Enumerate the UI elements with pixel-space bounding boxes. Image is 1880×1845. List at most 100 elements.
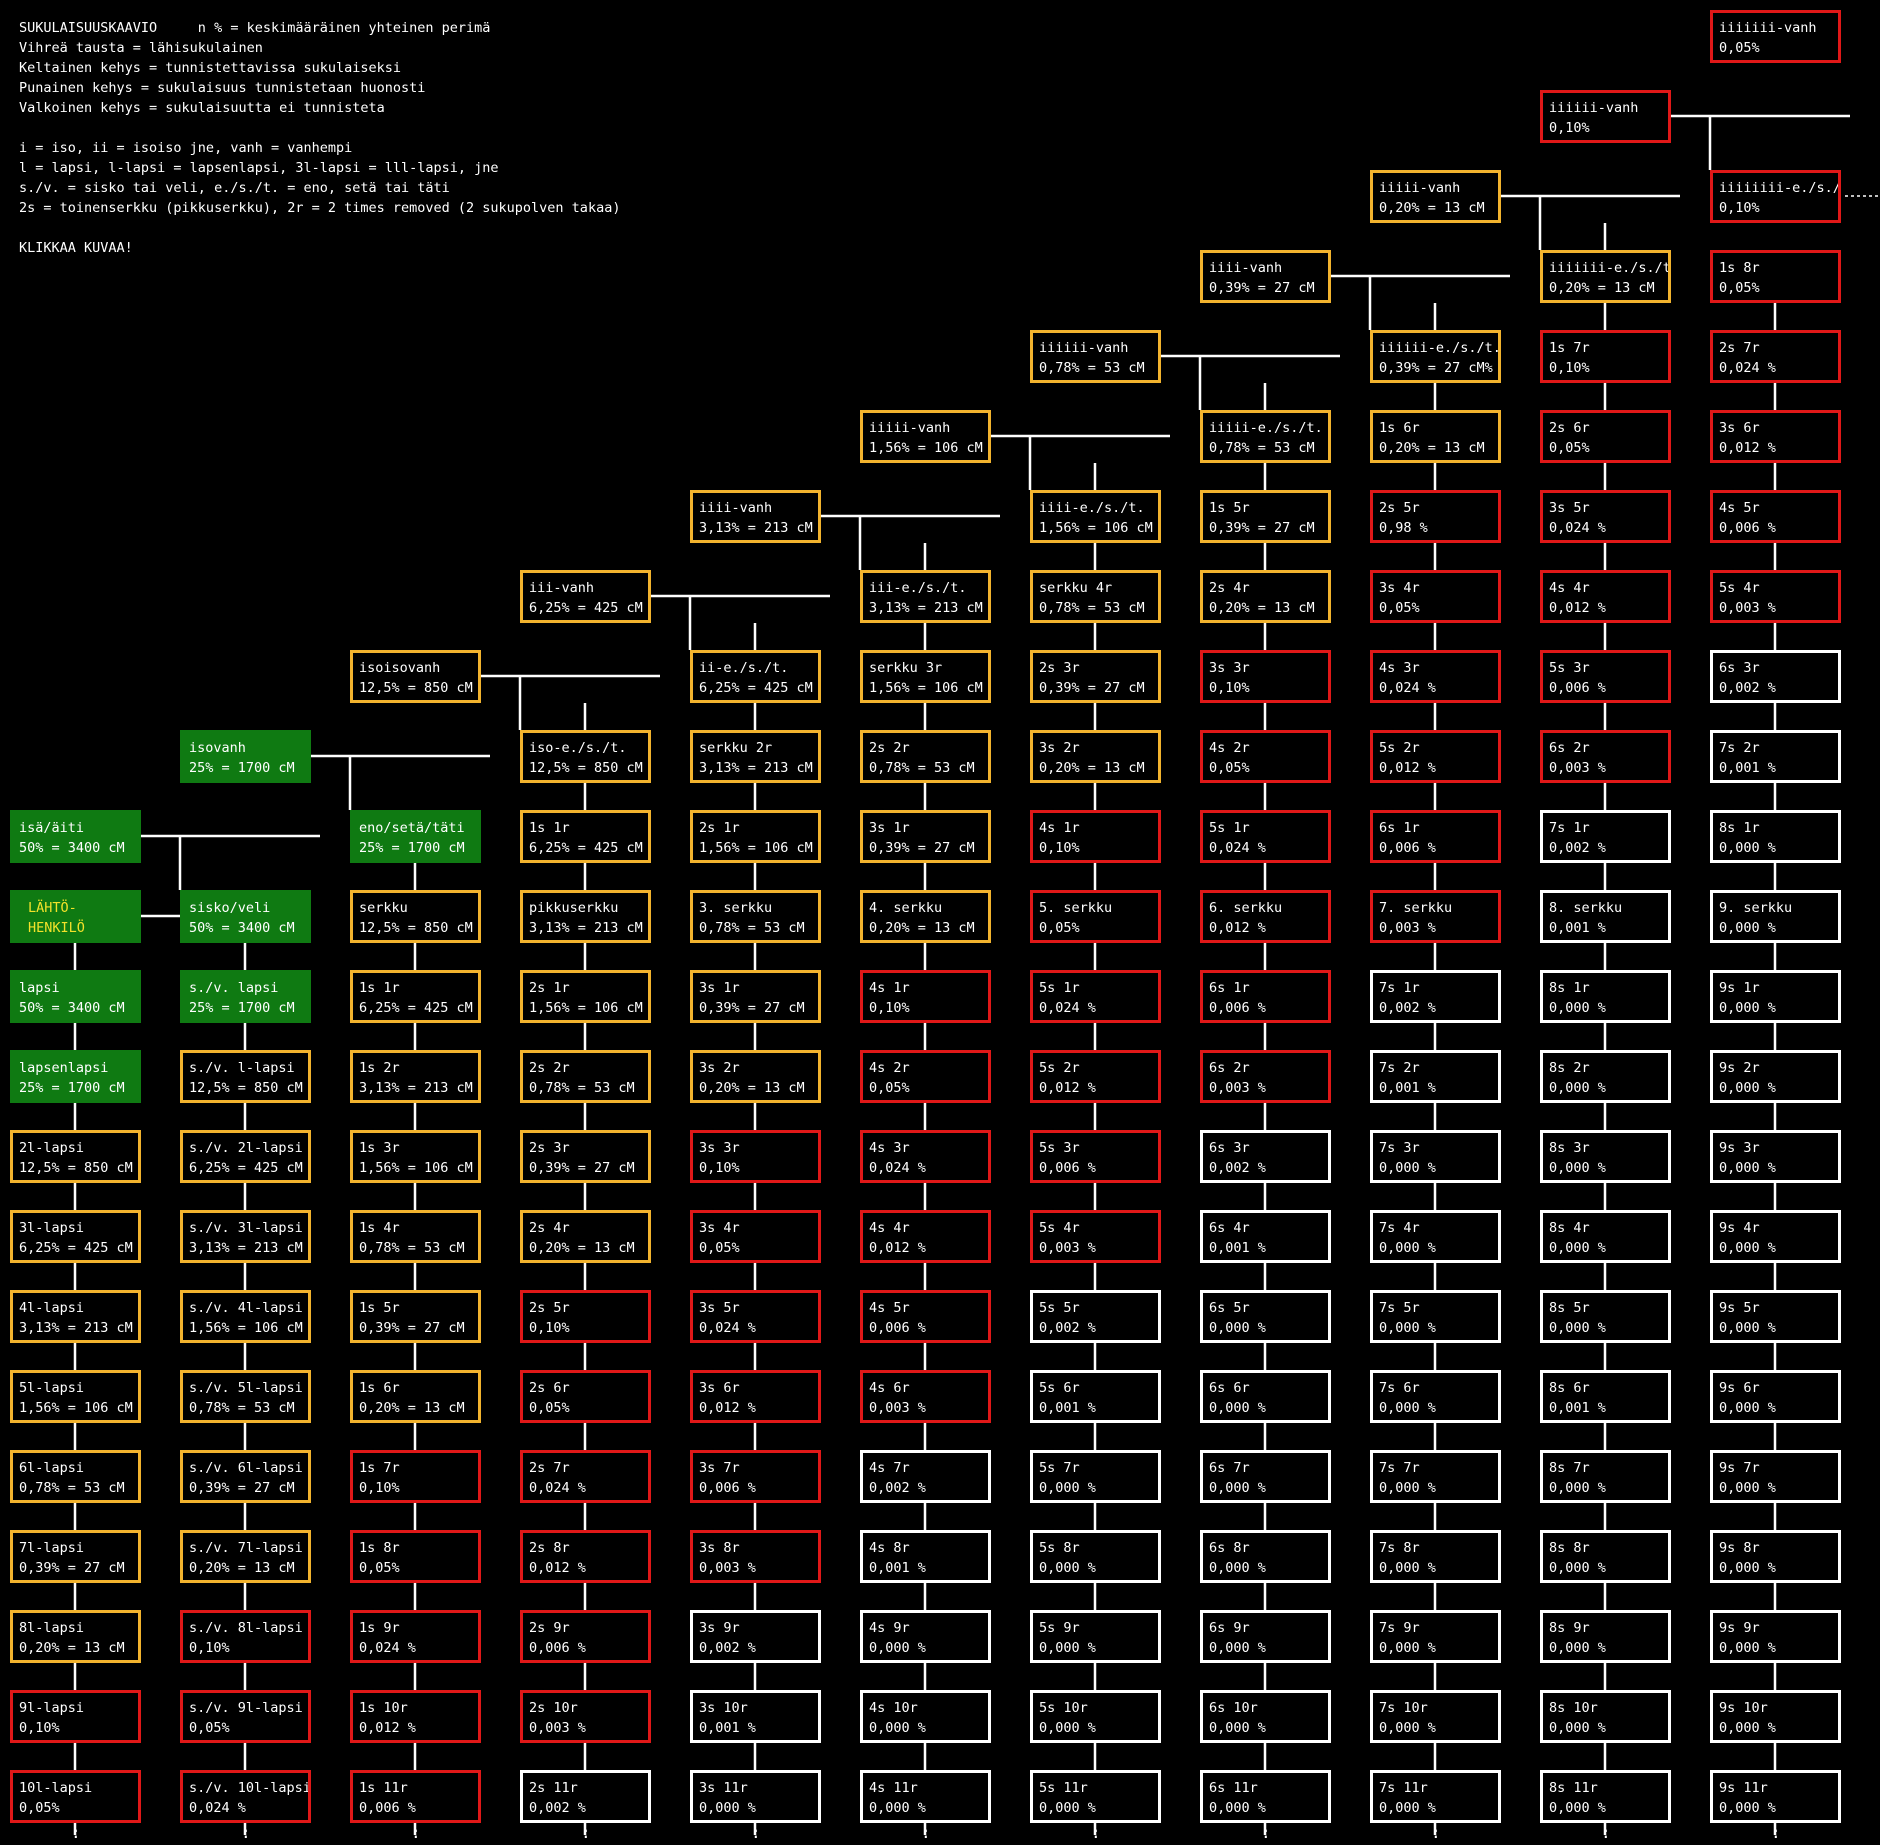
relative-box[interactable]: s./v. 2l-lapsi 6,25% = 425 cM	[180, 1130, 311, 1183]
relative-box[interactable]: 3l-lapsi 6,25% = 425 cM	[10, 1210, 141, 1263]
relative-box[interactable]: 2s 4r 0,20% = 13 cM	[1200, 570, 1331, 623]
relative-box[interactable]: 6s 1r 0,006 %	[1200, 970, 1331, 1023]
relative-box[interactable]: s./v. 3l-lapsi 3,13% = 213 cM	[180, 1210, 311, 1263]
relative-box[interactable]: 4s 3r 0,024 %	[860, 1130, 991, 1183]
relative-box[interactable]: 8s 1r 0,000 %	[1540, 970, 1671, 1023]
relative-box[interactable]: 8. serkku 0,001 %	[1540, 890, 1671, 943]
relative-box[interactable]: 7s 8r 0,000 %	[1370, 1530, 1501, 1583]
relative-box[interactable]: 3s 9r 0,002 %	[690, 1610, 821, 1663]
relative-box[interactable]: 2s 9r 0,006 %	[520, 1610, 651, 1663]
relative-box[interactable]: s./v. 5l-lapsi 0,78% = 53 cM	[180, 1370, 311, 1423]
relative-box[interactable]: 1s 4r 0,78% = 53 cM	[350, 1210, 481, 1263]
relative-box[interactable]: iiii-vanh 0,39% = 27 cM	[1200, 250, 1331, 303]
relative-box[interactable]: 2s 5r 0,98 %	[1370, 490, 1501, 543]
relative-box[interactable]: 1s 8r 0,05%	[1710, 250, 1841, 303]
relative-box[interactable]: 8s 7r 0,000 %	[1540, 1450, 1671, 1503]
relative-box[interactable]: iii-e./s./t. 3,13% = 213 cM	[860, 570, 991, 623]
relative-box[interactable]: 4s 5r 0,006 %	[1710, 490, 1841, 543]
relative-box[interactable]: 3s 8r 0,003 %	[690, 1530, 821, 1583]
relative-box[interactable]: 6s 8r 0,000 %	[1200, 1530, 1331, 1583]
relative-box[interactable]: pikkuserkku 3,13% = 213 cM	[520, 890, 651, 943]
relative-box[interactable]: 3s 5r 0,024 %	[1540, 490, 1671, 543]
relative-box[interactable]: s./v. 8l-lapsi 0,10%	[180, 1610, 311, 1663]
relative-box[interactable]: 7. serkku 0,003 %	[1370, 890, 1501, 943]
relative-box[interactable]: 1s 10r 0,012 %	[350, 1690, 481, 1743]
relative-box[interactable]: 5s 1r 0,024 %	[1200, 810, 1331, 863]
relative-box[interactable]: 4s 1r 0,10%	[860, 970, 991, 1023]
relative-box[interactable]: 9s 8r 0,000 %	[1710, 1530, 1841, 1583]
relative-box[interactable]: 3s 3r 0,10%	[1200, 650, 1331, 703]
relative-box[interactable]: 6s 10r 0,000 %	[1200, 1690, 1331, 1743]
relative-box[interactable]: 2l-lapsi 12,5% = 850 cM	[10, 1130, 141, 1183]
relative-box[interactable]: 9. serkku 0,000 %	[1710, 890, 1841, 943]
relative-box[interactable]: 5s 3r 0,006 %	[1030, 1130, 1161, 1183]
relative-box[interactable]: 5s 11r 0,000 %	[1030, 1770, 1161, 1823]
relative-box[interactable]: 9l-lapsi 0,10%	[10, 1690, 141, 1743]
relative-box[interactable]: 9s 10r 0,000 %	[1710, 1690, 1841, 1743]
relative-box[interactable]: 1s 7r 0,10%	[350, 1450, 481, 1503]
relative-box[interactable]: isovanh 25% = 1700 cM	[180, 730, 311, 783]
relative-box[interactable]: 5s 5r 0,002 %	[1030, 1290, 1161, 1343]
relative-box[interactable]: 2s 7r 0,024 %	[520, 1450, 651, 1503]
relative-box[interactable]: 4s 1r 0,10%	[1030, 810, 1161, 863]
relative-box[interactable]: 9s 9r 0,000 %	[1710, 1610, 1841, 1663]
relative-box[interactable]: 7s 7r 0,000 %	[1370, 1450, 1501, 1503]
relative-box[interactable]: 6s 2r 0,003 %	[1200, 1050, 1331, 1103]
relative-box[interactable]: serkku 3r 1,56% = 106 cM	[860, 650, 991, 703]
relative-box[interactable]: iiiiii-vanh 0,78% = 53 cM	[1030, 330, 1161, 383]
relative-box[interactable]: lapsenlapsi 25% = 1700 cM	[10, 1050, 141, 1103]
relative-box[interactable]: 3s 2r 0,20% = 13 cM	[690, 1050, 821, 1103]
relative-box[interactable]: 3s 10r 0,001 %	[690, 1690, 821, 1743]
relative-box[interactable]: 1s 1r 6,25% = 425 cM	[520, 810, 651, 863]
relative-box[interactable]: 5s 10r 0,000 %	[1030, 1690, 1161, 1743]
relative-box[interactable]: ii-e./s./t. 6,25% = 425 cM	[690, 650, 821, 703]
relative-box[interactable]: iiiii-vanh 0,20% = 13 cM	[1370, 170, 1501, 223]
relative-box[interactable]: 9s 3r 0,000 %	[1710, 1130, 1841, 1183]
relative-box[interactable]: 2s 2r 0,78% = 53 cM	[860, 730, 991, 783]
relative-box[interactable]: 1s 2r 3,13% = 213 cM	[350, 1050, 481, 1103]
relative-box[interactable]: 7s 11r 0,000 %	[1370, 1770, 1501, 1823]
relative-box[interactable]: 8l-lapsi 0,20% = 13 cM	[10, 1610, 141, 1663]
relative-box[interactable]: 6s 6r 0,000 %	[1200, 1370, 1331, 1423]
relative-box[interactable]: 1s 5r 0,39% = 27 cM	[350, 1290, 481, 1343]
relative-box[interactable]: 5. serkku 0,05%	[1030, 890, 1161, 943]
relative-box[interactable]: 2s 5r 0,10%	[520, 1290, 651, 1343]
relative-box[interactable]: 3s 2r 0,20% = 13 cM	[1030, 730, 1161, 783]
relative-box[interactable]: 7s 6r 0,000 %	[1370, 1370, 1501, 1423]
relative-box[interactable]: 5s 4r 0,003 %	[1710, 570, 1841, 623]
relative-box[interactable]: 2s 6r 0,05%	[520, 1370, 651, 1423]
relative-box[interactable]: 10l-lapsi 0,05%	[10, 1770, 141, 1823]
relative-box[interactable]: 6s 4r 0,001 %	[1200, 1210, 1331, 1263]
relative-box[interactable]: lapsi 50% = 3400 cM	[10, 970, 141, 1023]
relative-box[interactable]: iiiii-vanh 1,56% = 106 cM	[860, 410, 991, 463]
relative-box[interactable]: 1s 7r 0,10%	[1540, 330, 1671, 383]
relative-box[interactable]: 1s 8r 0,05%	[350, 1530, 481, 1583]
relative-box[interactable]: 3s 4r 0,05%	[690, 1210, 821, 1263]
relative-box[interactable]: 1s 3r 1,56% = 106 cM	[350, 1130, 481, 1183]
relative-box[interactable]: 2s 3r 0,39% = 27 cM	[1030, 650, 1161, 703]
relative-box[interactable]: iso-e./s./t. 12,5% = 850 cM	[520, 730, 651, 783]
relative-box[interactable]: 8s 6r 0,001 %	[1540, 1370, 1671, 1423]
relative-box[interactable]: 3s 1r 0,39% = 27 cM	[690, 970, 821, 1023]
relative-box[interactable]: 9s 7r 0,000 %	[1710, 1450, 1841, 1503]
relative-box[interactable]: 4s 5r 0,006 %	[860, 1290, 991, 1343]
relative-box[interactable]: serkku 2r 3,13% = 213 cM	[690, 730, 821, 783]
relative-box[interactable]: 7s 4r 0,000 %	[1370, 1210, 1501, 1263]
relative-box[interactable]: 4s 4r 0,012 %	[1540, 570, 1671, 623]
relative-box[interactable]: 1s 9r 0,024 %	[350, 1610, 481, 1663]
relative-box[interactable]: 3s 11r 0,000 %	[690, 1770, 821, 1823]
relative-box[interactable]: serkku 4r 0,78% = 53 cM	[1030, 570, 1161, 623]
relative-box[interactable]: s./v. 10l-lapsi 0,024 %	[180, 1770, 311, 1823]
relative-box[interactable]: iiiiiii-e./s./t. 0,20% = 13 cM	[1540, 250, 1671, 303]
relative-box[interactable]: isä/äiti 50% = 3400 cM	[10, 810, 141, 863]
relative-box[interactable]: 2s 8r 0,012 %	[520, 1530, 651, 1583]
relative-box[interactable]: 1s 11r 0,006 %	[350, 1770, 481, 1823]
relative-box[interactable]: 6s 5r 0,000 %	[1200, 1290, 1331, 1343]
relative-box[interactable]: 8s 1r 0,000 %	[1710, 810, 1841, 863]
relative-box[interactable]: 6. serkku 0,012 %	[1200, 890, 1331, 943]
relative-box[interactable]: 2s 11r 0,002 %	[520, 1770, 651, 1823]
relative-box[interactable]: 2s 2r 0,78% = 53 cM	[520, 1050, 651, 1103]
relative-box[interactable]: 2s 10r 0,003 %	[520, 1690, 651, 1743]
relative-box[interactable]: 7s 2r 0,001 %	[1370, 1050, 1501, 1103]
relative-box[interactable]: 2s 1r 1,56% = 106 cM	[520, 970, 651, 1023]
